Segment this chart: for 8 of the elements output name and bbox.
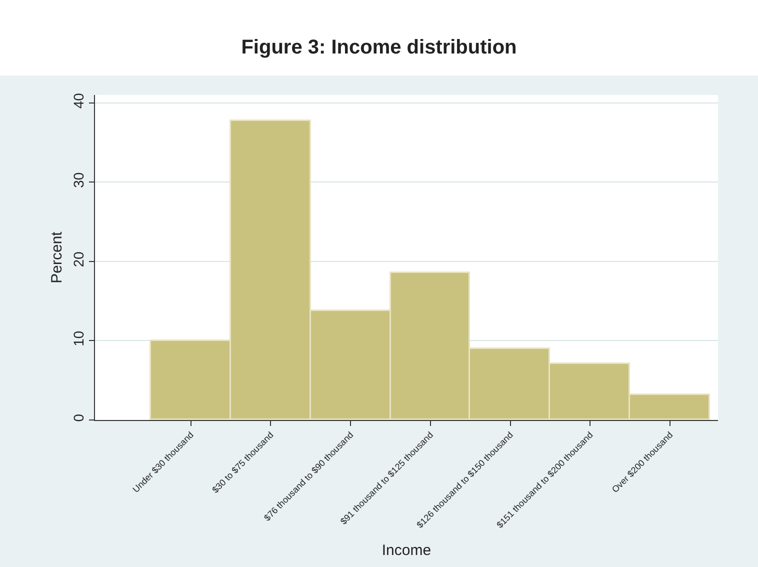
y-tick-label: 0: [70, 414, 86, 422]
y-tick-label: 40: [70, 92, 86, 109]
y-tick-label: 20: [70, 251, 86, 268]
chart-title: Figure 3: Income distribution: [241, 36, 517, 59]
x-axis-title: Income: [382, 542, 432, 559]
y-tick-label: 30: [70, 172, 86, 188]
y-tick-label: 10: [70, 330, 86, 346]
y-axis-title: Percent: [48, 230, 66, 284]
